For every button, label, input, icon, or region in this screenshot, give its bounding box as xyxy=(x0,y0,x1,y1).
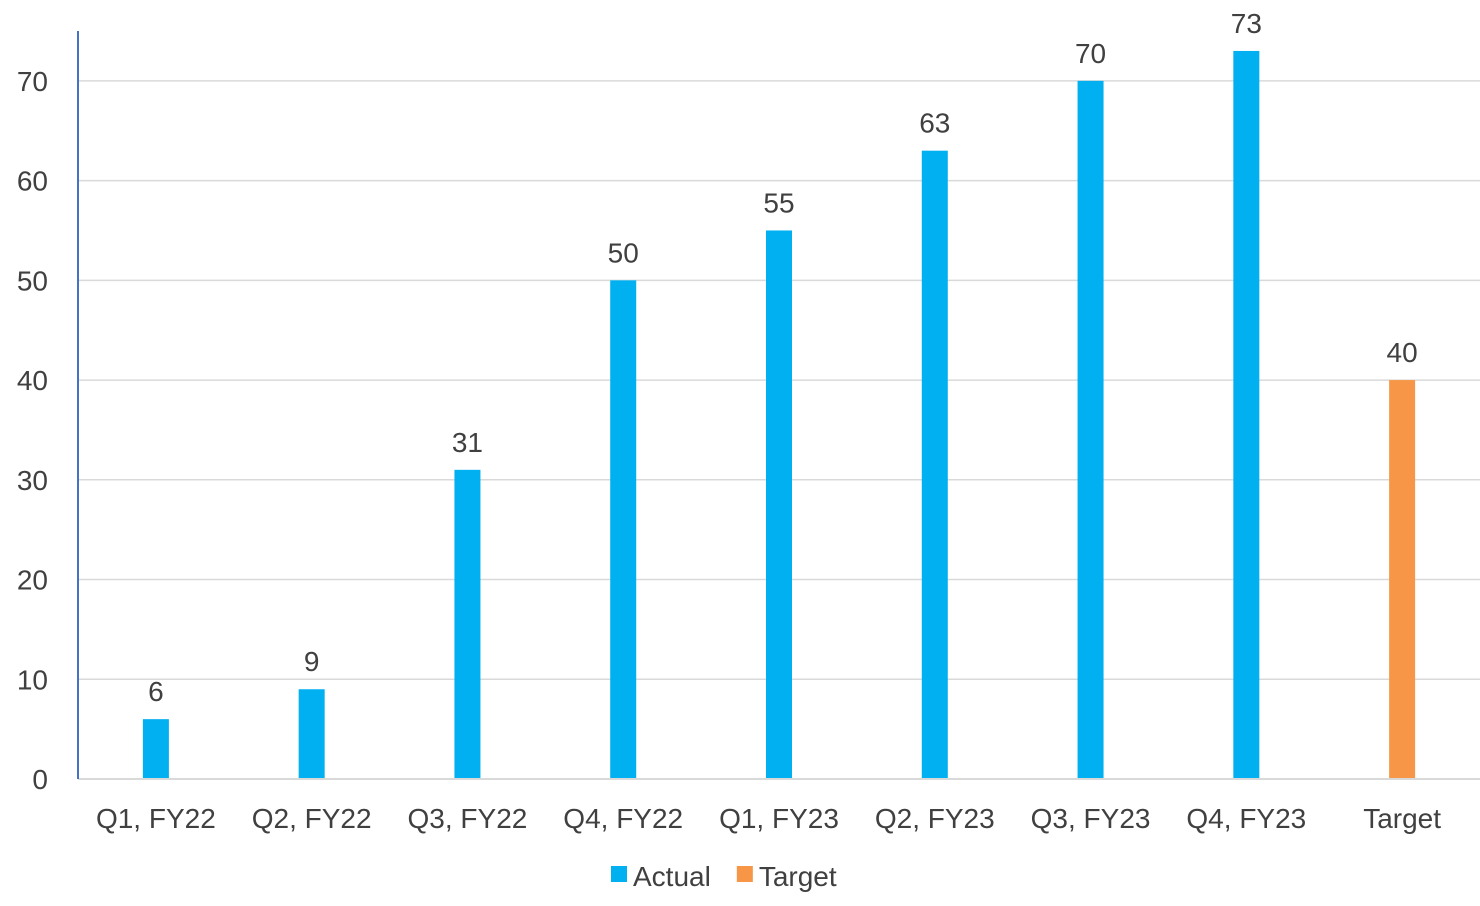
bars xyxy=(142,50,1416,780)
x-tick-label: Target xyxy=(1363,803,1441,834)
data-label: 50 xyxy=(608,237,639,268)
bar-actual-2 xyxy=(298,689,325,779)
data-label: 55 xyxy=(763,187,794,218)
data-label: 9 xyxy=(304,646,320,677)
data-label: 6 xyxy=(148,676,164,707)
bar-target-9 xyxy=(1389,380,1416,779)
y-tick-label: 50 xyxy=(17,265,48,296)
x-tick-label: Q1, FY23 xyxy=(719,803,839,834)
x-tick-label: Q3, FY22 xyxy=(408,803,528,834)
bar-actual-3 xyxy=(454,469,481,779)
x-tick-label: Q2, FY23 xyxy=(875,803,995,834)
x-tick-label: Q1, FY22 xyxy=(96,803,216,834)
data-label: 70 xyxy=(1075,38,1106,69)
bar-actual-6 xyxy=(921,150,948,779)
y-tick-label: 60 xyxy=(17,166,48,197)
x-tick-label: Q3, FY23 xyxy=(1031,803,1151,834)
data-label: 73 xyxy=(1231,8,1262,39)
y-tick-label: 10 xyxy=(17,664,48,695)
legend-swatch-target xyxy=(736,866,753,882)
legend-label-actual: Actual xyxy=(633,861,711,892)
data-label: 31 xyxy=(452,427,483,458)
bar-actual-1 xyxy=(142,719,169,779)
bar-actual-4 xyxy=(610,280,637,779)
legend-swatch-actual xyxy=(611,866,627,882)
y-tick-label: 0 xyxy=(32,764,48,795)
x-axis-tick-labels: Q1, FY22 Q2, FY22 Q3, FY22 Q4, FY22 Q1, FY23… xyxy=(96,803,1441,834)
bar-actual-5 xyxy=(766,230,792,779)
y-tick-label: 30 xyxy=(17,465,48,496)
data-label: 63 xyxy=(919,108,950,139)
legend: Actual Target xyxy=(611,861,837,892)
y-tick-label: 40 xyxy=(17,365,48,396)
data-label: 40 xyxy=(1387,337,1418,368)
bar-actual-8 xyxy=(1233,50,1260,780)
y-tick-label: 20 xyxy=(17,565,48,596)
y-tick-label: 70 xyxy=(17,66,48,97)
x-tick-label: Q4, FY23 xyxy=(1186,803,1306,834)
y-axis-tick-labels: 0 10 20 30 40 50 60 70 xyxy=(17,66,48,795)
x-tick-label: Q2, FY22 xyxy=(252,803,372,834)
x-tick-label: Q4, FY22 xyxy=(563,803,683,834)
data-labels: 6 9 31 50 55 63 70 73 40 xyxy=(148,8,1418,707)
legend-label-target: Target xyxy=(759,861,837,892)
bar-actual-7 xyxy=(1077,80,1104,779)
